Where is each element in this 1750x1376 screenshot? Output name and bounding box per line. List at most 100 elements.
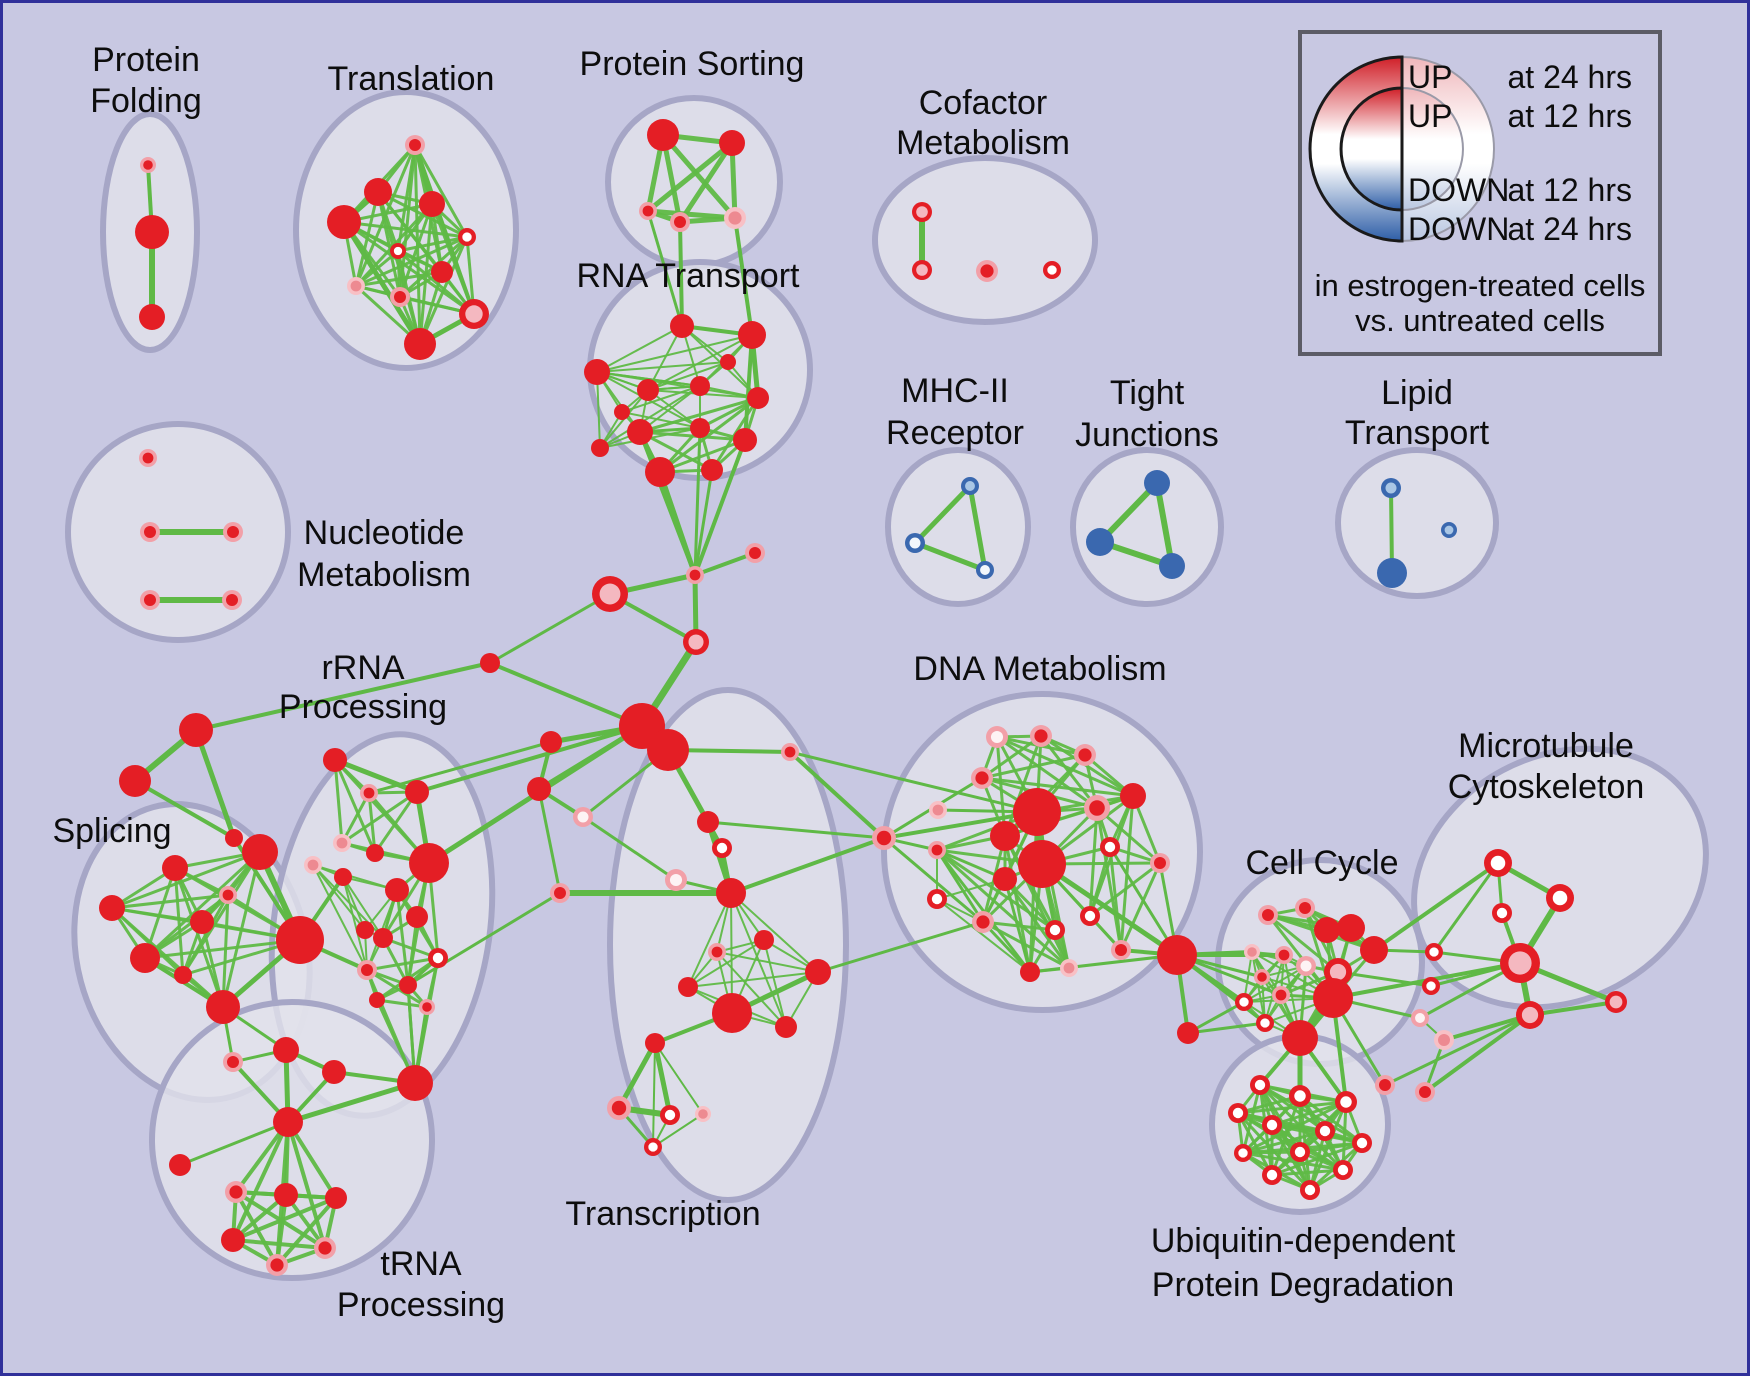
edge	[312, 864, 366, 931]
gene-node	[1254, 969, 1270, 985]
gene-node	[347, 277, 365, 295]
edge	[763, 939, 787, 1028]
gene-node	[99, 895, 125, 921]
edge	[967, 483, 988, 573]
node-inner-core	[1429, 947, 1439, 957]
edge	[365, 956, 440, 972]
node-inner-core	[916, 264, 928, 276]
gene-node	[1314, 917, 1340, 943]
node-inner-core	[1232, 1107, 1244, 1119]
edge	[654, 1042, 704, 1115]
node-inner-core	[222, 889, 234, 901]
edge	[194, 661, 492, 732]
gene-node	[130, 943, 160, 973]
node-inner-core	[975, 771, 989, 785]
edge	[406, 891, 562, 987]
cluster-label-dna-metabolism: DNA Metabolism	[913, 650, 1166, 688]
node-outer-ring	[169, 1154, 191, 1176]
legend-direction-label: UP	[1408, 98, 1452, 134]
node-outer-ring	[325, 1187, 347, 1209]
gene-node	[139, 449, 157, 467]
gene-node	[724, 207, 746, 229]
gene-node	[1296, 956, 1316, 976]
gene-node	[419, 999, 435, 1015]
gene-node	[223, 522, 243, 542]
node-outer-ring	[527, 777, 551, 801]
gene-node	[1500, 943, 1540, 983]
gene-node	[1045, 920, 1065, 940]
node-inner-core	[1329, 963, 1347, 981]
gene-node	[366, 844, 384, 862]
gene-node	[222, 590, 242, 610]
cluster-label-cofactor: Cofactor	[919, 84, 1048, 122]
legend-time-label: at 24 hrs	[1507, 59, 1632, 95]
edge	[110, 850, 262, 910]
gene-node	[225, 1181, 247, 1203]
edge	[935, 848, 1071, 970]
gene-node	[140, 522, 160, 542]
gene-node	[1335, 1091, 1357, 1113]
node-inner-core	[227, 1056, 239, 1068]
gene-node	[390, 243, 406, 259]
gene-node	[720, 354, 736, 370]
node-outer-ring	[1086, 528, 1114, 556]
gene-node	[1080, 906, 1100, 926]
node-inner-core	[1385, 482, 1397, 494]
gene-node	[405, 135, 425, 155]
node-inner-core	[363, 787, 375, 799]
edge	[788, 750, 1039, 814]
gene-node	[1313, 978, 1353, 1018]
node-inner-core	[990, 730, 1004, 744]
gene-node	[660, 1105, 680, 1125]
edge	[1108, 845, 1179, 957]
edge	[1432, 861, 1500, 954]
edge	[935, 848, 1057, 932]
node-inner-core	[1294, 1090, 1306, 1102]
gene-node	[701, 459, 723, 481]
edge	[693, 551, 757, 577]
gene-node	[325, 1187, 347, 1209]
node-inner-core	[1415, 1013, 1425, 1023]
node-outer-ring	[364, 178, 392, 206]
node-inner-core	[1266, 1119, 1278, 1131]
node-inner-core	[393, 246, 403, 256]
node-outer-ring	[775, 1016, 797, 1038]
node-inner-core	[1337, 1164, 1349, 1176]
edge	[1039, 861, 1180, 958]
edge	[596, 361, 729, 373]
gene-node	[404, 328, 436, 360]
edge	[647, 361, 729, 391]
cluster-label-rrna-processing: rRNA	[321, 649, 404, 687]
edge	[1266, 913, 1340, 974]
edge	[652, 1113, 704, 1148]
edge	[882, 810, 1039, 840]
node-inner-core	[1154, 857, 1166, 869]
gene-node	[1177, 1022, 1199, 1044]
gene-node	[1100, 837, 1120, 857]
gene-node	[1315, 1121, 1335, 1141]
edge	[231, 1196, 338, 1242]
gene-node	[369, 992, 385, 1008]
node-outer-ring	[738, 321, 766, 349]
node-outer-ring	[993, 867, 1017, 891]
node-inner-core	[728, 211, 742, 225]
edge	[143, 938, 302, 960]
gene-node	[775, 1016, 797, 1038]
gene-node	[140, 590, 160, 610]
edge	[537, 787, 562, 895]
gene-node	[573, 807, 593, 827]
edge	[1241, 1129, 1327, 1155]
node-inner-core	[1444, 525, 1454, 535]
node-inner-core	[642, 205, 654, 217]
edge	[652, 1042, 656, 1148]
node-inner-core	[1034, 729, 1048, 743]
edge	[936, 849, 1006, 880]
edge	[340, 790, 419, 845]
edge	[981, 920, 1057, 932]
edge	[816, 920, 985, 974]
edge	[912, 483, 973, 546]
node-outer-ring	[678, 977, 698, 997]
edge	[621, 411, 701, 429]
node-inner-core	[711, 946, 723, 958]
